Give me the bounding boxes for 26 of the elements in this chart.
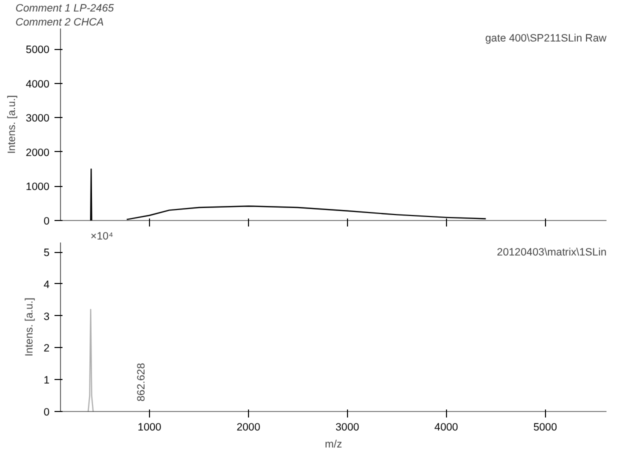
y-tick-label: 3000 <box>26 112 50 125</box>
chart-title: 20120403\matrix\1SLin <box>496 246 607 258</box>
annotation: 862.628 <box>136 362 148 402</box>
y-tick-label: 0 <box>44 406 50 418</box>
text: Comment 2 CHCA <box>16 16 104 28</box>
y-tick-label: 1000 <box>26 181 50 194</box>
chart-title: gate 400\SP211SLin Raw <box>485 32 607 44</box>
y-axis-title: Intens. [a.u.] <box>24 298 36 356</box>
annotation: ×10⁴ <box>90 230 114 242</box>
y-tick-label: 5000 <box>26 44 50 56</box>
y-tick-label: 4000 <box>26 78 50 90</box>
y-tick-label: 1 <box>44 374 50 387</box>
y-tick-label: 4 <box>44 278 50 291</box>
y-axis-title: Intens. [a.u.] <box>6 95 18 154</box>
y-tick-label: 2000 <box>26 146 50 159</box>
y-tick-label: 5 <box>44 247 50 260</box>
x-tick-label: 3000 <box>335 422 360 434</box>
x-tick-label: 4000 <box>434 422 458 434</box>
x-tick-label: 2000 <box>236 422 260 434</box>
y-tick-label: 0 <box>44 216 50 228</box>
x-tick-label: 1000 <box>138 422 162 434</box>
y-tick-label: 2 <box>44 342 50 355</box>
text: Comment 1 LP-2465 <box>16 2 114 14</box>
x-tick-label: 5000 <box>533 422 558 434</box>
y-tick-label: 3 <box>44 310 50 323</box>
x-axis-title: m/z <box>324 438 342 450</box>
